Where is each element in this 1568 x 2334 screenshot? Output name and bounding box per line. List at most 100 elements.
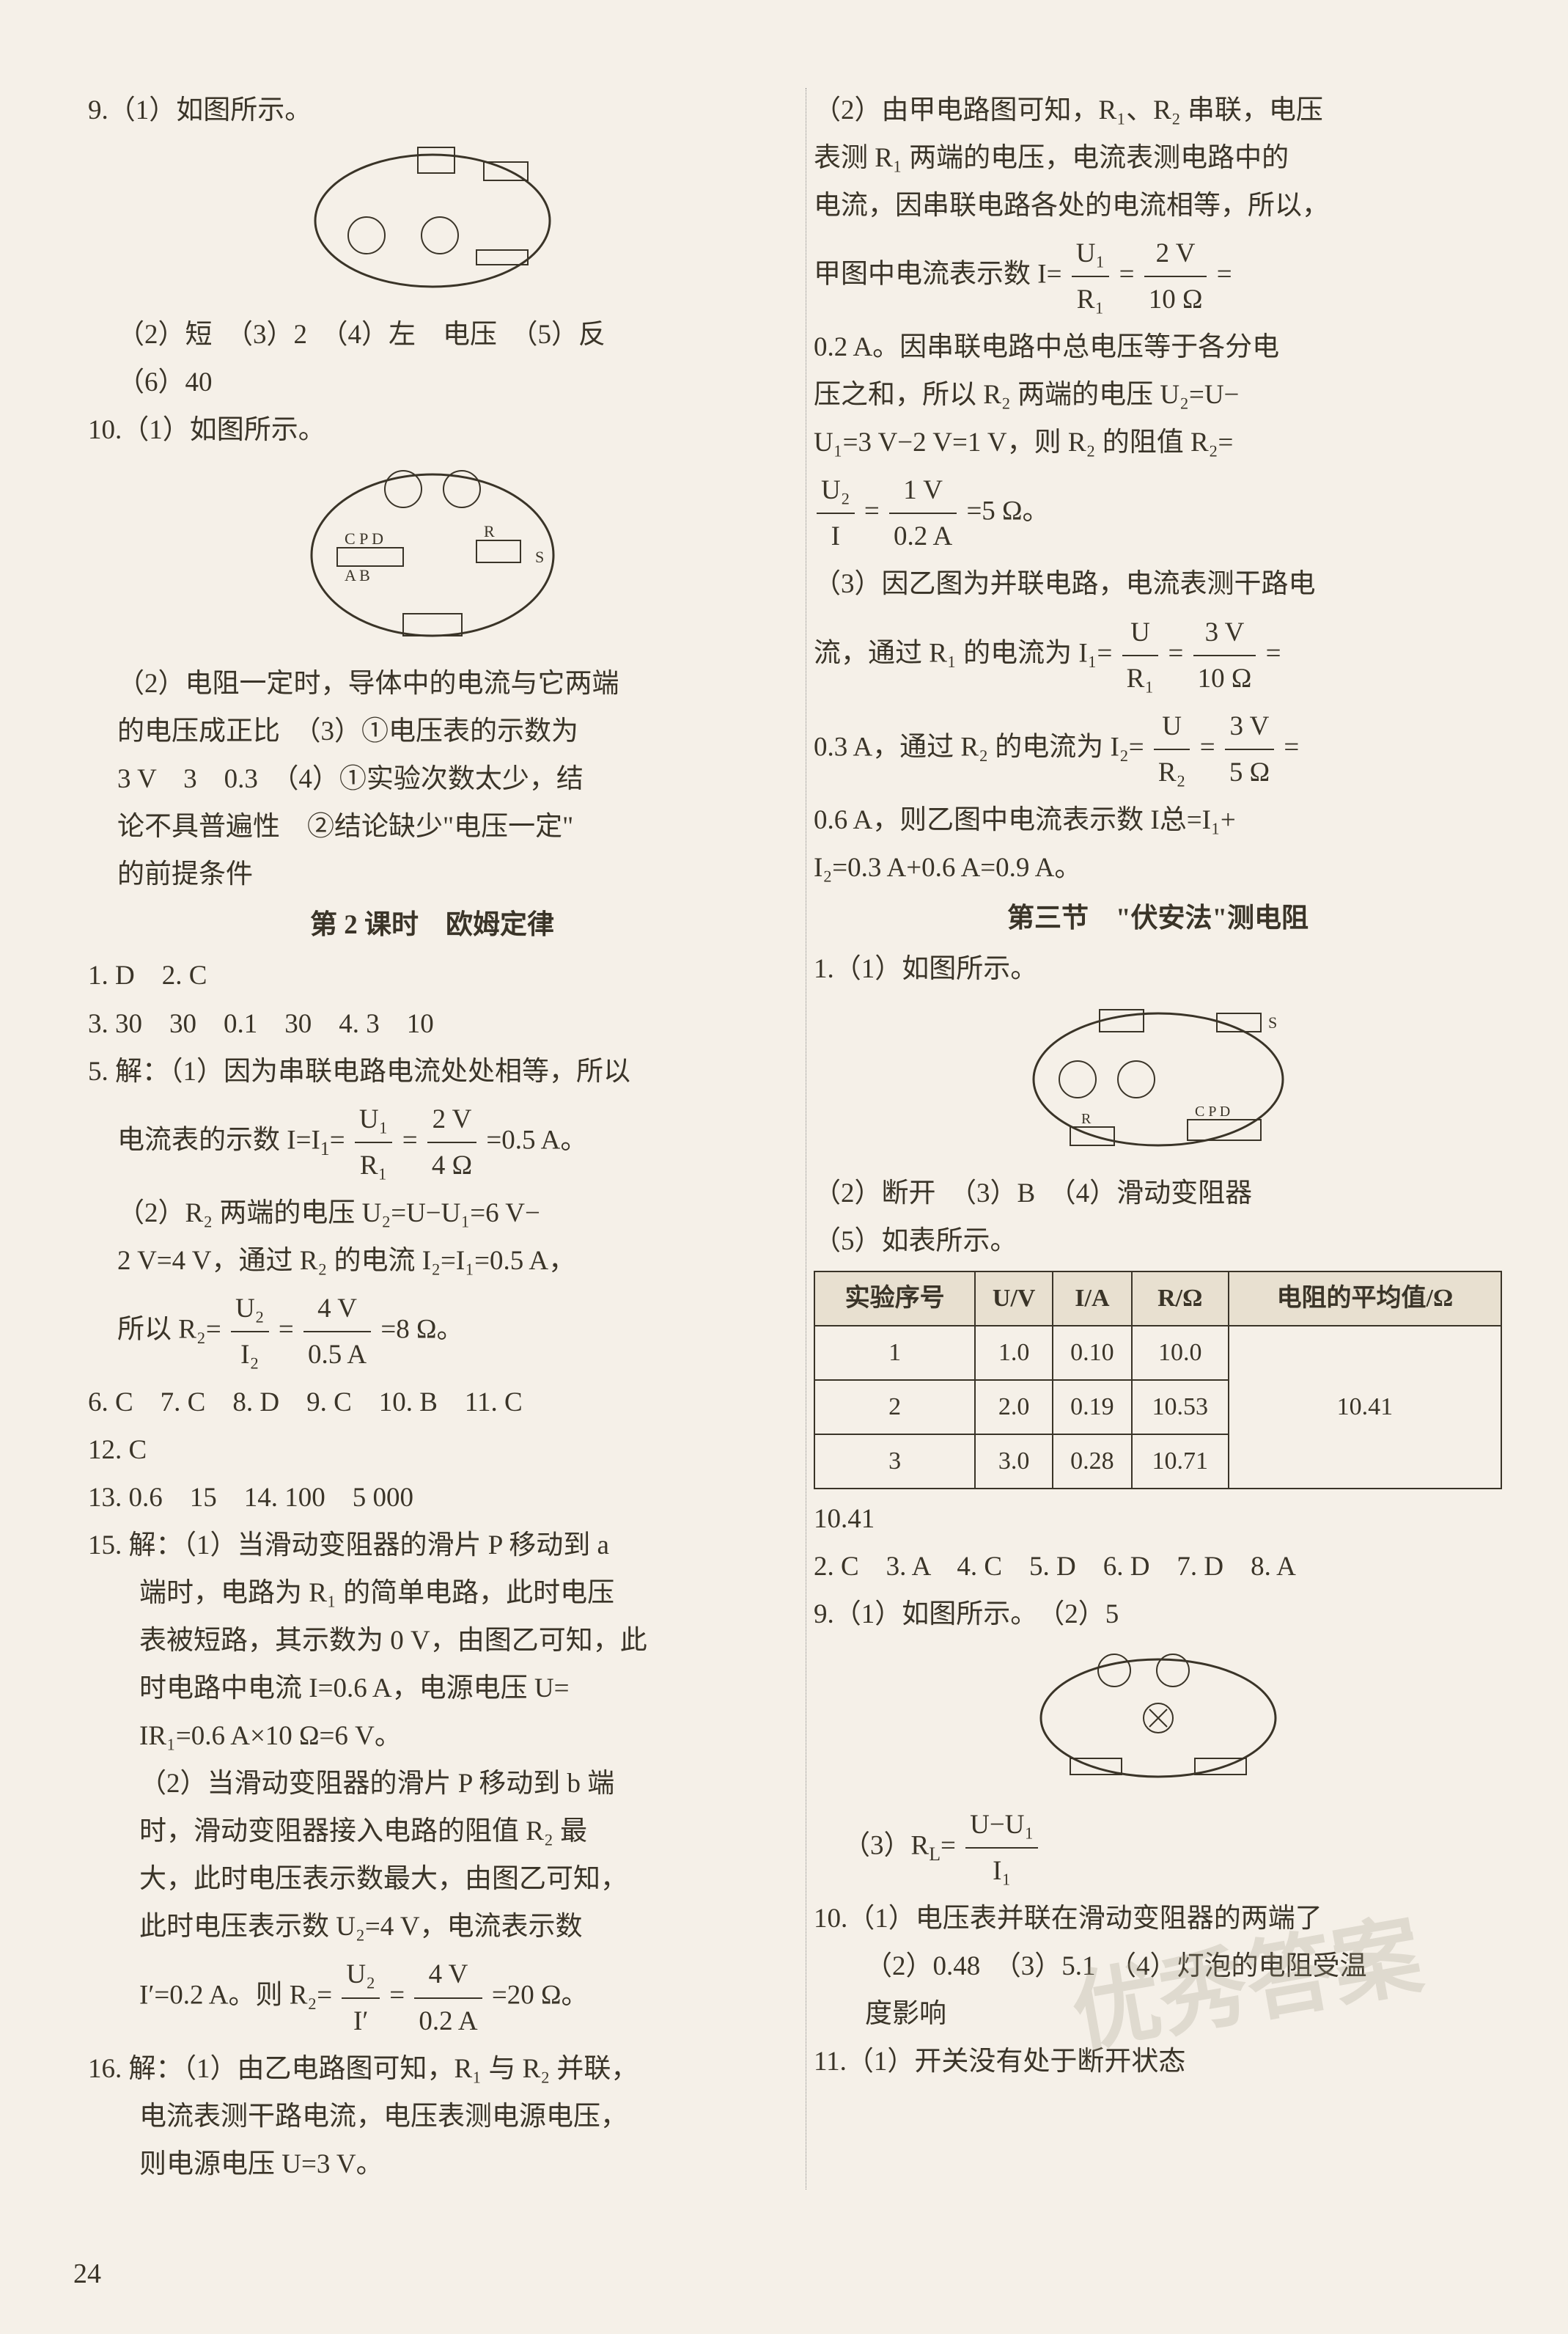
q5-l3: 2 V=4 V，通过 R₂ 的电流 I₂=I₁=0.5 A，: [88, 1238, 776, 1283]
r-l9: （3）因乙图为并联电路，电流表测干路电: [814, 562, 1502, 606]
t: 所以 R₂=: [117, 1314, 221, 1344]
q10-2a: （2）电阻一定时，导体中的电流与它两端: [88, 661, 776, 706]
r-l7: U₁=3 V−2 V=1 V，则 R₂ 的阻值 R₂=: [814, 420, 1502, 465]
t: =5 Ω。: [966, 496, 1049, 526]
frac: U₂I: [817, 468, 855, 559]
s3q1-2: （2）断开 （3）B （4）滑动变阻器: [814, 1171, 1502, 1216]
svg-text:R: R: [484, 522, 495, 540]
svg-text:C P D: C P D: [345, 529, 383, 548]
t: =: [279, 1314, 294, 1344]
r-l5: 0.2 A。因串联电路中总电压等于各分电: [814, 325, 1502, 370]
resistance-table: 实验序号 U/V I/A R/Ω 电阻的平均值/Ω 1 1.0 0.10 10.…: [814, 1271, 1502, 1489]
r-q10-l1: 10.（1）电压表并联在滑动变阻器的两端了: [814, 1896, 1502, 1941]
circuit-diagram-1: [88, 140, 776, 301]
svg-text:S: S: [1268, 1013, 1277, 1032]
frac: U₁R₁: [355, 1097, 393, 1188]
t: =: [402, 1125, 418, 1155]
t: =: [1217, 260, 1232, 290]
s: L: [929, 1843, 941, 1864]
frac: 2 V10 Ω: [1144, 231, 1207, 322]
left-column: 9.（1）如图所示。 （2）短 （3）2 （4）左 电压 （5）反 （6）40 …: [88, 88, 784, 2190]
r-l10: 流，通过 R₁ 的电流为 I₁= UR₁ = 3 V10 Ω =: [814, 610, 1502, 701]
q9-6: （6）40: [88, 360, 776, 405]
th-i: I/A: [1053, 1271, 1131, 1326]
q15-l3: 时电路中电流 I=0.6 A，电源电压 U=: [88, 1666, 776, 1711]
q5-l1: 电流表的示数 I=I1= U₁R₁ = 2 V4 Ω =0.5 A。: [88, 1097, 776, 1188]
r-q10-l3: 度影响: [814, 1992, 1502, 2036]
q10-2c: 3 V 3 0.3 （4）①实验次数太少，结: [88, 757, 776, 801]
svg-text:A B: A B: [345, 566, 370, 584]
r-l8: U₂I = 1 V0.2 A =5 Ω。: [814, 468, 1502, 559]
q13-14: 13. 0.6 15 14. 100 5 000: [88, 1475, 776, 1520]
frac: UR₁: [1122, 610, 1159, 701]
frac: 4 V0.5 A: [303, 1286, 371, 1377]
q15-l1: 端时，电路为 R₁ 的简单电路，此时电压: [88, 1571, 776, 1615]
q15-l6: 时，滑动变阻器接入电路的阻值 R₂ 最: [88, 1809, 776, 1854]
r-l11: 0.3 A，通过 R₂ 的电流为 I₂= UR₂ = 3 V5 Ω =: [814, 704, 1502, 795]
r-q9-1: 9.（1）如图所示。 （2）5: [814, 1592, 1502, 1637]
t: =: [330, 1125, 345, 1155]
t: 电流表的示数 I=I: [117, 1125, 320, 1155]
t: =: [1168, 638, 1184, 668]
q3-4: 3. 30 30 0.1 30 4. 3 10: [88, 1002, 776, 1046]
q10-2b: 的电压成正比 （3）①电压表的示数为: [88, 709, 776, 754]
circuit-diagram-2: C P D A B R S: [88, 460, 776, 650]
t: 流，通过 R₁ 的电流为 I₁=: [814, 638, 1112, 668]
svg-text:S: S: [535, 548, 544, 566]
q16-l1: 电流表测干路电流，电压表测电源电压，: [88, 2094, 776, 2139]
q6-11: 6. C 7. C 8. D 9. C 10. B 11. C: [88, 1380, 776, 1425]
table-row: 1 1.0 0.10 10.0 10.41: [814, 1326, 1501, 1380]
s3q1-5: （5）如表所示。: [814, 1219, 1502, 1263]
q15-l9: I′=0.2 A。则 R₂= U₂I′ = 4 V0.2 A =20 Ω。: [88, 1952, 776, 2043]
frac: 3 V5 Ω: [1225, 704, 1274, 795]
circuit-diagram-3: S R C P D: [814, 999, 1502, 1160]
r-l2: 表测 R₁ 两端的电压，电流表测电路中的: [814, 136, 1502, 180]
frac: U₂I′: [342, 1952, 380, 2043]
q5-intro: 5. 解：（1）因为串联电路电流处处相等，所以: [88, 1049, 776, 1094]
t: =: [1200, 732, 1215, 762]
q5-l4: 所以 R₂= U₂I₂ = 4 V0.5 A =8 Ω。: [88, 1286, 776, 1377]
r-l13: I₂=0.3 A+0.6 A=0.9 A。: [814, 845, 1502, 890]
t: 甲图中电流表示数 I=: [814, 260, 1061, 290]
r-l3: 电流，因串联电路各处的电流相等，所以，: [814, 183, 1502, 228]
q16-l2: 则电源电压 U=3 V。: [88, 2142, 776, 2187]
frac: U−U₁I₁: [965, 1802, 1038, 1893]
s: 1: [320, 1138, 330, 1159]
q5-l2: （2）R₂ 两端的电压 U₂=U−U₁=6 V−: [88, 1191, 776, 1236]
q16-intro: 16. 解：（1）由乙电路图可知，R₁ 与 R₂ 并联，: [88, 2047, 776, 2091]
frac: 3 V10 Ω: [1193, 610, 1256, 701]
section-2-title: 第 2 课时 欧姆定律: [88, 903, 776, 947]
frac: U₂I₂: [231, 1286, 269, 1377]
page-container: 9.（1）如图所示。 （2）短 （3）2 （4）左 电压 （5）反 （6）40 …: [88, 88, 1502, 2190]
q15-l2: 表被短路，其示数为 0 V，由图乙可知，此: [88, 1618, 776, 1663]
q15-l8: 此时电压表示数 U₂=4 V，电流表示数: [88, 1904, 776, 1949]
th-u: U/V: [975, 1271, 1053, 1326]
right-column: （2）由甲电路图可知，R₁、R₂ 串联，电压 表测 R₁ 两端的电压，电流表测电…: [806, 88, 1502, 2190]
q10-2e: 的前提条件: [88, 852, 776, 897]
svg-text:C P D: C P D: [1195, 1104, 1230, 1120]
t: =: [864, 496, 880, 526]
r-l6: 压之和，所以 R₂ 两端的电压 U₂=U−: [814, 373, 1502, 417]
q15-l7: 大，此时电压表示数最大，由图乙可知，: [88, 1857, 776, 1901]
svg-text:R: R: [1081, 1111, 1092, 1127]
q9-1: 9.（1）如图所示。: [88, 88, 776, 133]
s3q1-1: 1.（1）如图所示。: [814, 947, 1502, 991]
r-q2-8: 2. C 3. A 4. C 5. D 6. D 7. D 8. A: [814, 1544, 1502, 1589]
frac: 1 V0.2 A: [889, 468, 957, 559]
q15-l4: IR₁=0.6 A×10 Ω=6 V。: [88, 1714, 776, 1758]
t: =: [1284, 732, 1299, 762]
section-3-title: 第三节 "伏安法"测电阻: [814, 896, 1502, 941]
r-l4: 甲图中电流表示数 I= U₁R₁ = 2 V10 Ω =: [814, 231, 1502, 322]
t: =: [1119, 260, 1135, 290]
q9-2: （2）短 （3）2 （4）左 电压 （5）反: [88, 312, 776, 357]
q15-intro: 15. 解：（1）当滑动变阻器的滑片 P 移动到 a: [88, 1523, 776, 1568]
table-header-row: 实验序号 U/V I/A R/Ω 电阻的平均值/Ω: [814, 1271, 1501, 1326]
t: 0.3 A，通过 R₂ 的电流为 I₂=: [814, 732, 1144, 762]
q12: 12. C: [88, 1428, 776, 1472]
q10-1: 10.（1）如图所示。: [88, 408, 776, 452]
th-seq: 实验序号: [814, 1271, 975, 1326]
frac: UR₂: [1154, 704, 1190, 795]
t: =20 Ω。: [492, 1981, 589, 2011]
frac: U₁R₁: [1072, 231, 1110, 322]
r-q10-l2: （2）0.48 （3）5.1 （4）灯泡的电阻受温: [814, 1944, 1502, 1989]
